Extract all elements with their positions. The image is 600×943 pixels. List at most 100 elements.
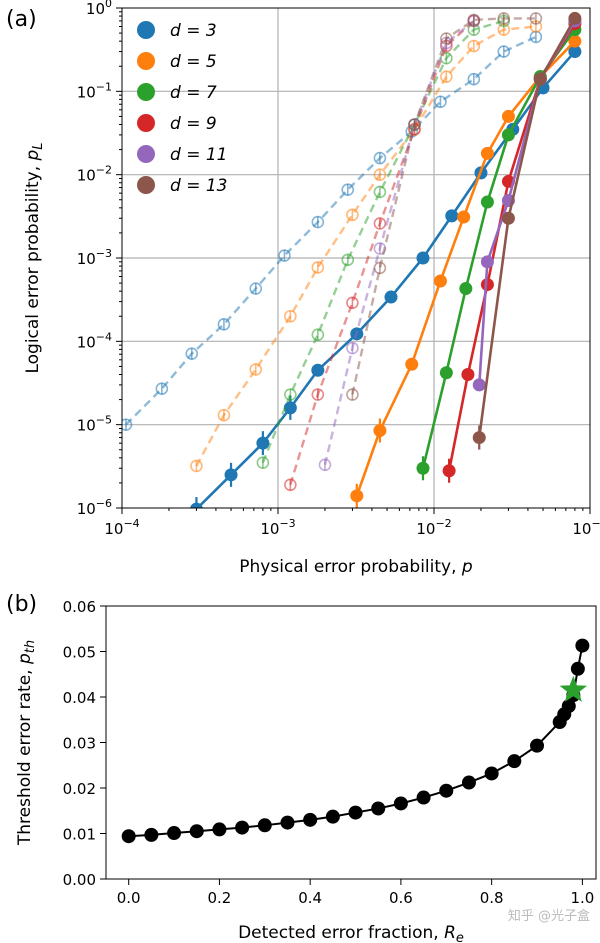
threshold-point <box>530 738 545 753</box>
chart-a-legend: d = 3 d = 5 d = 7 d = 9 d = 11 d = 13 <box>137 21 227 196</box>
series-d5-point <box>501 109 515 123</box>
threshold-point <box>212 822 227 837</box>
x-tick-label: 0.2 <box>207 889 231 907</box>
threshold-point <box>561 699 576 714</box>
series-d5-point <box>405 357 419 371</box>
series-d7-point <box>459 282 473 296</box>
threshold-point <box>575 638 590 653</box>
series-d13-point <box>472 431 486 445</box>
threshold-point <box>371 801 386 816</box>
y-tick-label: 0.02 <box>63 780 96 798</box>
threshold-point <box>484 766 499 781</box>
threshold-point <box>303 812 318 827</box>
series-d11-point <box>480 255 494 269</box>
x-tick-label: 0.0 <box>117 889 141 907</box>
legend-marker-d3 <box>137 21 155 39</box>
series-d3-point <box>416 251 430 265</box>
series-d13-point <box>501 211 515 225</box>
legend-marker-d7 <box>137 83 155 101</box>
series-d7-point <box>480 195 494 209</box>
series-d3-point <box>283 401 297 415</box>
x-tick-label: 10−2 <box>416 517 451 538</box>
series-d7-dashed-line <box>261 19 505 464</box>
series-d5-point <box>433 274 447 288</box>
series-d3-point <box>256 436 270 450</box>
series-d3-point <box>224 468 238 482</box>
threshold-point <box>570 661 585 676</box>
series-d3-point <box>311 363 325 377</box>
x-tick-label: 0.8 <box>480 889 504 907</box>
chart-b-series <box>121 638 590 844</box>
threshold-point <box>189 824 204 839</box>
threshold-point <box>144 827 159 842</box>
legend-label-d13: d = 13 <box>170 176 227 196</box>
chart-b-frame <box>105 605 597 880</box>
y-tick-label: 10−5 <box>77 414 112 435</box>
y-tick-label: 10−3 <box>77 247 112 268</box>
panel-b-label: (b) <box>6 592 37 617</box>
chart-a: 10−4 10−3 10−2 10−1 10−6 10−5 10−4 10−3 10−2 10−1… <box>23 0 600 577</box>
chart-b-ylabel: Threshold error rate, pth <box>15 640 38 846</box>
series-d5-point <box>568 34 582 48</box>
series-d13-solid-line <box>477 17 577 438</box>
chart-a-series <box>122 11 582 508</box>
series-d5-point <box>373 424 387 438</box>
panel-a-label: (a) <box>6 7 37 32</box>
legend-label-d3: d = 3 <box>170 21 217 41</box>
series-d9 <box>284 14 582 492</box>
series-d7-point <box>416 461 430 475</box>
series-d7-point <box>439 366 453 380</box>
threshold-point <box>461 775 476 790</box>
legend-marker-d5 <box>137 52 155 70</box>
y-tick-label: 0.00 <box>63 871 96 889</box>
legend-label-d5: d = 5 <box>170 52 217 72</box>
x-tick-label: 10−4 <box>104 517 139 538</box>
series-d5-solid-line <box>355 40 576 497</box>
plot-area-a <box>122 11 582 508</box>
highlight-star-marker <box>559 675 588 702</box>
y-tick-label: 0.01 <box>63 826 96 844</box>
x-tick-label: 0.4 <box>298 889 322 907</box>
y-tick-label: 0.05 <box>63 644 96 662</box>
series-d9-point <box>442 464 456 478</box>
series-d3-dashed-line <box>125 35 537 426</box>
y-tick-label: 10−6 <box>77 497 112 518</box>
threshold-point <box>235 820 250 835</box>
legend-marker-d11 <box>137 145 155 163</box>
y-tick-label: 0.04 <box>63 689 96 707</box>
threshold-point <box>325 809 340 824</box>
series-d3-solid-line <box>195 50 576 508</box>
threshold-point <box>348 805 363 820</box>
y-tick-label: 100 <box>86 0 112 18</box>
series-d11-point <box>472 378 486 392</box>
legend-marker-d13 <box>137 176 155 194</box>
series-d9-point <box>480 278 494 292</box>
chart-b-xlabel: Detected error fraction, Re <box>238 923 464 943</box>
series-d11-dashed-line <box>323 19 475 466</box>
y-tick-label: 0.03 <box>63 735 96 753</box>
legend-label-d11: d = 11 <box>170 145 227 165</box>
threshold-point <box>121 829 136 844</box>
series-d3-point <box>190 502 203 508</box>
threshold-point <box>416 790 431 805</box>
series-d3-point <box>384 290 398 304</box>
threshold-point <box>393 796 408 811</box>
y-tick-label: 10−4 <box>77 330 112 351</box>
series-d5-point <box>350 489 364 503</box>
x-tick-label: 10−1 <box>572 517 600 538</box>
y-tick-label: 10−1 <box>77 80 112 101</box>
chart-a-xlabel: Physical error probability, p <box>239 557 473 577</box>
threshold-point <box>507 754 522 769</box>
y-tick-label: 10−2 <box>77 164 112 185</box>
chart-b: 0.0 0.2 0.4 0.6 0.8 1.0 0.00 0.01 0.02 0.03 0.04 0.… <box>15 598 597 943</box>
chart-a-ylabel: Logical error probability, pL <box>23 142 46 373</box>
series-d3 <box>122 30 582 508</box>
threshold-point <box>439 783 454 798</box>
series-d3-point <box>568 45 582 59</box>
series-d7 <box>256 14 582 481</box>
series-d13 <box>346 11 582 450</box>
series-d13-point <box>568 11 582 25</box>
series-d9-point <box>461 367 475 381</box>
threshold-point <box>167 826 182 841</box>
